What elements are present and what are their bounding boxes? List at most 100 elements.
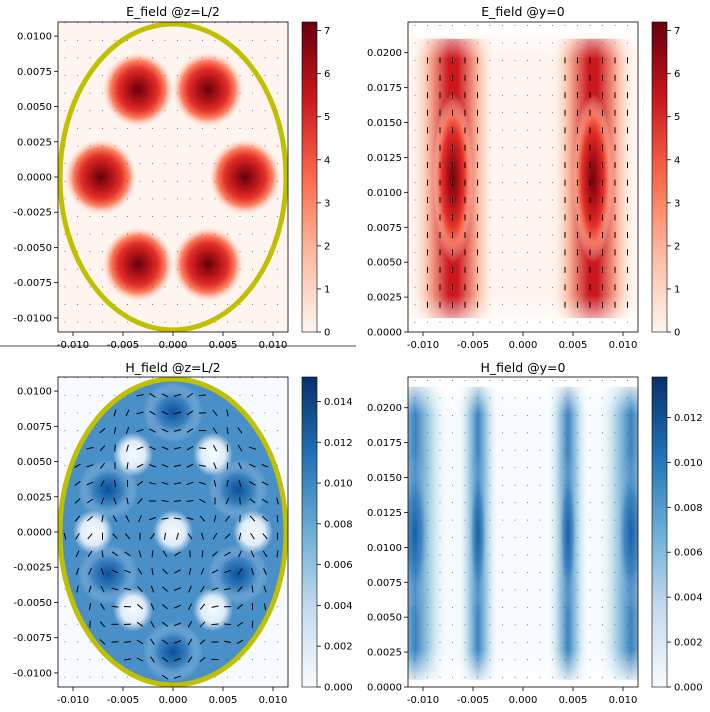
quiver-dot bbox=[202, 39, 203, 41]
quiver-dot bbox=[527, 641, 528, 643]
quiver-dot bbox=[514, 304, 516, 306]
quiver-dot bbox=[489, 449, 491, 451]
quiver-dot bbox=[264, 57, 266, 59]
quiver-arrow bbox=[161, 657, 169, 662]
quiver-arrow bbox=[75, 532, 80, 540]
quiver-dot bbox=[552, 606, 553, 608]
quiver-dot bbox=[614, 484, 616, 486]
quiver-dot bbox=[627, 379, 628, 381]
quiver-dot bbox=[439, 641, 441, 643]
quiver-dot bbox=[427, 467, 428, 469]
quiver-arrow bbox=[136, 621, 144, 627]
quiver-dot bbox=[627, 484, 628, 486]
quiver-arrow bbox=[212, 409, 218, 417]
panel-e-field-z: E_field @z=L/2 -0.010 -0.005 0.000 0.005 0.0… bbox=[13, 4, 330, 351]
quiver-arrow bbox=[249, 463, 256, 468]
quiver-dot bbox=[502, 467, 503, 469]
quiver-dot bbox=[164, 39, 166, 41]
quiver-dot bbox=[64, 57, 66, 59]
quiver-dot bbox=[152, 110, 153, 112]
quiver-arrow bbox=[261, 464, 269, 468]
quiver-dot bbox=[114, 676, 116, 678]
quiver-arrow bbox=[136, 604, 144, 610]
quiver-dot bbox=[89, 394, 91, 396]
quiver-arrow bbox=[137, 498, 143, 504]
quiver-dot bbox=[164, 251, 166, 253]
y-tick-labels: 0.0100 0.0075 0.0050 0.0025 0.0000 -0.0025 -0.… bbox=[13, 32, 58, 324]
quiver-arrow bbox=[113, 479, 117, 487]
quiver-dot bbox=[552, 182, 553, 184]
quiver-dot bbox=[77, 127, 78, 129]
quiver-dot bbox=[164, 145, 166, 147]
quiver-dot bbox=[102, 251, 103, 253]
quiver-dot bbox=[502, 199, 503, 201]
quiver-dot bbox=[77, 641, 78, 643]
quiver-dot bbox=[64, 92, 66, 94]
quiver-dot bbox=[464, 502, 466, 504]
quiver-dot bbox=[539, 571, 541, 573]
quiver-arrow bbox=[161, 464, 169, 468]
quiver-dot bbox=[202, 198, 203, 200]
quiver-dot bbox=[77, 321, 78, 323]
quiver-layer bbox=[64, 22, 278, 323]
colorbar-tick-label: 0.002 bbox=[674, 638, 703, 649]
quiver-dot bbox=[589, 397, 591, 399]
quiver-dot bbox=[189, 251, 191, 253]
quiver-dot bbox=[414, 321, 416, 323]
quiver-dot bbox=[102, 127, 103, 129]
quiver-arrow bbox=[250, 550, 255, 558]
quiver-dot bbox=[464, 484, 466, 486]
quiver-dot bbox=[489, 502, 491, 504]
quiver-arrow bbox=[112, 515, 118, 522]
x-tick-labels: -0.010 -0.005 0.000 0.005 0.010 bbox=[57, 687, 287, 706]
field-lobe bbox=[78, 544, 138, 605]
quiver-dot bbox=[552, 304, 553, 306]
quiver-dot bbox=[152, 180, 153, 182]
quiver-dot bbox=[514, 251, 516, 253]
colorbar bbox=[301, 21, 318, 333]
quiver-dot bbox=[89, 304, 91, 306]
quiver-arrow bbox=[100, 567, 105, 575]
colorbar-tick-label: 4 bbox=[324, 155, 330, 166]
quiver-dot bbox=[564, 467, 566, 469]
y-tick-label: 0.0125 bbox=[367, 508, 402, 519]
quiver-dot bbox=[227, 286, 228, 288]
quiver-dot bbox=[64, 110, 66, 112]
quiver-dot bbox=[77, 676, 78, 678]
quiver-dot bbox=[102, 659, 103, 661]
quiver-dot bbox=[77, 22, 78, 24]
quiver-arrow bbox=[88, 568, 92, 575]
field-null bbox=[113, 432, 153, 477]
quiver-dot bbox=[89, 145, 91, 147]
y-tick-label: 0.0025 bbox=[17, 492, 52, 503]
y-tick-labels: 0.0200 0.0175 0.0150 0.0125 0.0100 0.0075 0.00… bbox=[367, 48, 408, 339]
quiver-dot bbox=[502, 216, 503, 218]
quiver-arrow bbox=[174, 657, 181, 662]
quiver-dot bbox=[264, 676, 266, 678]
quiver-dot bbox=[514, 432, 516, 434]
quiver-dot bbox=[164, 57, 166, 59]
quiver-arrow bbox=[263, 585, 267, 593]
quiver-dot bbox=[539, 216, 541, 218]
quiver-arrow bbox=[276, 515, 279, 523]
quiver-dot bbox=[152, 92, 153, 94]
quiver-dot bbox=[164, 286, 166, 288]
colorbar-tick-label: 3 bbox=[324, 198, 330, 209]
quiver-dot bbox=[227, 268, 228, 270]
quiver-dot bbox=[139, 57, 141, 59]
quiver-dot bbox=[514, 147, 516, 149]
quiver-dot bbox=[77, 57, 78, 59]
quiver-dot bbox=[227, 198, 228, 200]
quiver-arrow bbox=[261, 498, 269, 504]
y-tick-label: 0.0050 bbox=[17, 102, 52, 113]
quiver-dot bbox=[202, 251, 203, 253]
quiver-arrow bbox=[150, 656, 155, 663]
quiver-dot bbox=[414, 77, 416, 79]
quiver-arrow bbox=[161, 621, 169, 627]
quiver-dot bbox=[414, 199, 416, 201]
quiver-dot bbox=[452, 502, 453, 504]
quiver-dot bbox=[514, 589, 516, 591]
quiver-dot bbox=[77, 286, 78, 288]
quiver-arrow bbox=[174, 640, 181, 644]
quiver-dot bbox=[127, 92, 128, 94]
